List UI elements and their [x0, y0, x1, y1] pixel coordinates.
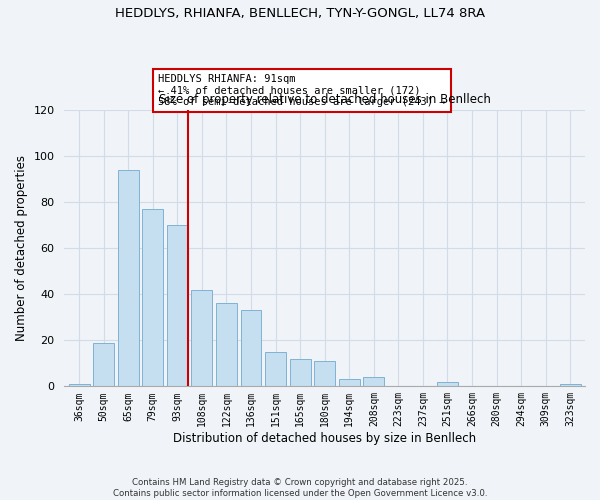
Text: HEDDLYS RHIANFA: 91sqm
← 41% of detached houses are smaller (172)
58% of semi-de: HEDDLYS RHIANFA: 91sqm ← 41% of detached…: [158, 74, 446, 108]
Bar: [142, 209, 163, 386]
Bar: [93, 342, 114, 386]
Bar: [216, 304, 237, 386]
Bar: [290, 358, 311, 386]
Title: Size of property relative to detached houses in Benllech: Size of property relative to detached ho…: [159, 93, 491, 106]
Bar: [191, 290, 212, 386]
Bar: [314, 361, 335, 386]
Bar: [437, 382, 458, 386]
Y-axis label: Number of detached properties: Number of detached properties: [15, 155, 28, 341]
X-axis label: Distribution of detached houses by size in Benllech: Distribution of detached houses by size …: [173, 432, 476, 445]
Bar: [167, 225, 188, 386]
Text: Contains HM Land Registry data © Crown copyright and database right 2025.
Contai: Contains HM Land Registry data © Crown c…: [113, 478, 487, 498]
Bar: [241, 310, 262, 386]
Bar: [339, 380, 359, 386]
Bar: [118, 170, 139, 386]
Bar: [69, 384, 89, 386]
Text: HEDDLYS, RHIANFA, BENLLECH, TYN-Y-GONGL, LL74 8RA: HEDDLYS, RHIANFA, BENLLECH, TYN-Y-GONGL,…: [115, 8, 485, 20]
Bar: [560, 384, 581, 386]
Bar: [265, 352, 286, 386]
Bar: [364, 377, 384, 386]
